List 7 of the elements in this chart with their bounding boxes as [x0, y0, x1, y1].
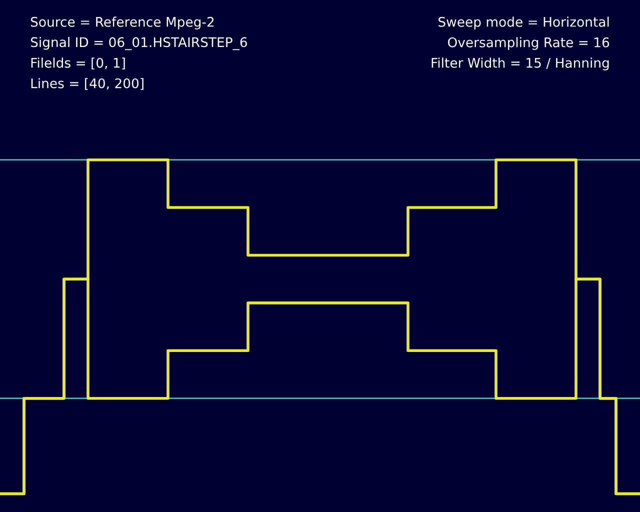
- text: Filter Width = 15 / Hanning: [432, 58, 609, 70]
- source-note: Source = Reference Mpeg-2: [30, 16, 214, 30]
- text: Sweep mode = Horizontal: [438, 16, 609, 30]
- text: Lines = [40, 200]: [31, 78, 144, 90]
- text: Signal ID = 06_01.HSTAIRSTEP_6: [30, 36, 247, 50]
- text: Filelds = [0, 1]: [31, 58, 125, 70]
- text: Oversampling Rate = 16: [448, 37, 610, 50]
